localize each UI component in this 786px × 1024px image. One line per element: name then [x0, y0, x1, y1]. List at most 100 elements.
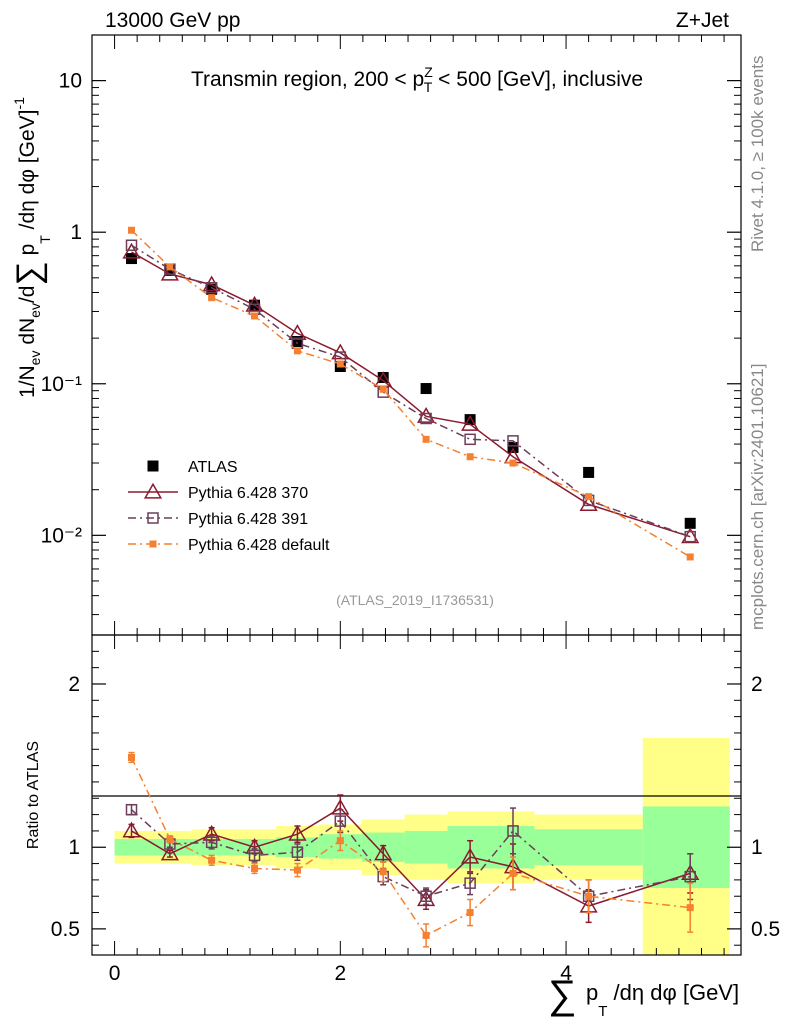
legend-marker-p391 [147, 512, 159, 524]
ratio-point-pdef [293, 866, 301, 874]
ratio-point-p391 [248, 849, 261, 862]
legend-entry-pdef: Pythia 6.428 default [128, 537, 330, 554]
ratio-xtick-label: 4 [560, 962, 572, 985]
series-pdef [128, 226, 694, 561]
legend-label-atlas: ATLAS [188, 459, 238, 476]
x-axis-label: ∑ pT /dη dφ [GeV] [548, 973, 739, 1020]
main-ylabel: 1/Nev dNev/d∑ pT /dη dφ [GeV]-1 [10, 97, 53, 398]
point-p370 [461, 415, 480, 431]
main-panel: 10 1 10⁻¹ 10⁻² Transmin region, 200 < pZ T <… [10, 34, 742, 636]
header-process: Z+Jet [676, 9, 729, 32]
ratio-line-pdef [130, 757, 691, 937]
ratio-point-p391 [684, 870, 696, 883]
point-p370 [160, 264, 179, 281]
series-line-pdef [130, 229, 691, 558]
legend: ATLAS Pythia 6.428 370 Pythia 6.428 391 Pyt… [128, 459, 330, 554]
band-inner [642, 806, 730, 889]
mcplots-label: mcplots.cern.ch [arXiv:2401.10621] [748, 364, 767, 630]
main-axes: 10 1 10⁻¹ 10⁻² [41, 34, 741, 635]
series-line-p391 [131, 244, 691, 538]
xlabel-sum-symbol: ∑ [548, 973, 577, 1017]
ratio-ytick-label: 0.5 [51, 918, 80, 941]
ratio-series-pdef [128, 751, 694, 948]
analysis-watermark: (ATLAS_2019_I1736531) [336, 592, 494, 608]
ratio-point-p391 [507, 825, 519, 837]
legend-label-p370: Pythia 6.428 370 [188, 485, 308, 502]
legend-entry-atlas: ATLAS [147, 459, 238, 476]
ratio-frame [91, 634, 742, 956]
point-p370 [122, 242, 141, 259]
ratio-point-pdef [509, 869, 517, 877]
ratio-ylabel: Ratio to ATLAS [25, 741, 42, 849]
legend-marker-pdef [149, 540, 157, 548]
ratio-point-p391 [464, 877, 476, 889]
plot-title: Transmin region, 200 < pZ T < 500 [GeV], … [191, 64, 643, 95]
ratio-xtick-label: 0 [109, 962, 121, 985]
ratio-point-p391 [420, 890, 432, 902]
point-pdef [208, 294, 216, 302]
point-pdef [509, 459, 517, 467]
ratio-point-p370 [288, 824, 307, 841]
ratio-point-pdef [208, 856, 216, 864]
xlabel-text: pT /dη dφ [GeV] [586, 980, 739, 1020]
point-atlas [583, 466, 595, 478]
ratio-point-pdef [422, 931, 430, 939]
ratio-point-p391 [291, 846, 304, 858]
rivet-label: Rivet 4.1.0, ≥ 100k events [748, 56, 767, 252]
point-pdef [336, 360, 344, 368]
point-pdef [422, 435, 430, 443]
ratio-line-p391 [131, 809, 691, 898]
ratio-point-pdef [251, 864, 259, 872]
ratio-point-pdef [466, 909, 474, 917]
legend-label-p391: Pythia 6.428 391 [188, 511, 308, 528]
ratio-data-layer [122, 751, 700, 948]
point-pdef [379, 385, 387, 393]
main-data-layer [122, 226, 700, 561]
band-inner [114, 839, 149, 856]
ratio-point-p370 [374, 844, 393, 861]
ratio-point-p370 [160, 844, 179, 861]
ratio-ytick-label-right: 2 [751, 673, 763, 696]
point-p391 [507, 435, 519, 447]
ratio-ytick-label-right: 0.5 [751, 918, 780, 941]
point-atlas [464, 414, 476, 426]
ratio-point-pdef [166, 835, 174, 843]
main-ytick-label: 10 [59, 70, 82, 93]
legend-entry-p370: Pythia 6.428 370 [128, 482, 308, 502]
band-inner [404, 830, 448, 864]
point-p391 [125, 239, 138, 252]
point-p391 [684, 530, 696, 543]
ratio-point-pdef [585, 892, 593, 900]
svg-text:1/Nev dNev/d∑ pT /dη dφ [GeV]: 1/Nev dNev/d∑ pT /dη dφ [GeV]-1 [10, 97, 53, 398]
ratio-xtick-label: 2 [334, 962, 346, 985]
ratio-axes: 0.5 0.5 1 1 2 2 0 2 4 [51, 635, 780, 985]
point-p370 [417, 406, 436, 423]
legend-label-pdef: Pythia 6.428 default [188, 537, 330, 554]
point-pdef [166, 263, 174, 271]
ratio-point-p370 [461, 847, 480, 864]
ratio-point-pdef [686, 904, 694, 912]
ratio-ytick-label-right: 1 [751, 836, 763, 859]
point-p370 [202, 275, 221, 292]
point-atlas [377, 371, 389, 383]
main-ytick-label: 1 [70, 221, 82, 244]
point-pdef [686, 553, 694, 561]
point-atlas [206, 283, 218, 295]
ratio-point-p391 [125, 803, 138, 816]
ratio-point-p391 [205, 836, 218, 849]
point-pdef [466, 453, 474, 461]
ratio-point-pdef [128, 753, 136, 761]
point-atlas [684, 517, 696, 529]
ratio-point-pdef [336, 837, 344, 845]
ratio-ytick-label: 1 [68, 836, 80, 859]
point-pdef [585, 493, 593, 501]
point-p370 [288, 324, 307, 340]
ratio-point-p370 [122, 821, 141, 838]
legend-entry-p391: Pythia 6.428 391 [128, 511, 308, 528]
ratio-point-pdef [379, 868, 387, 876]
ratio-point-p391 [334, 815, 347, 827]
point-p391 [205, 281, 218, 294]
point-atlas [291, 336, 303, 348]
legend-marker-atlas [147, 460, 159, 472]
